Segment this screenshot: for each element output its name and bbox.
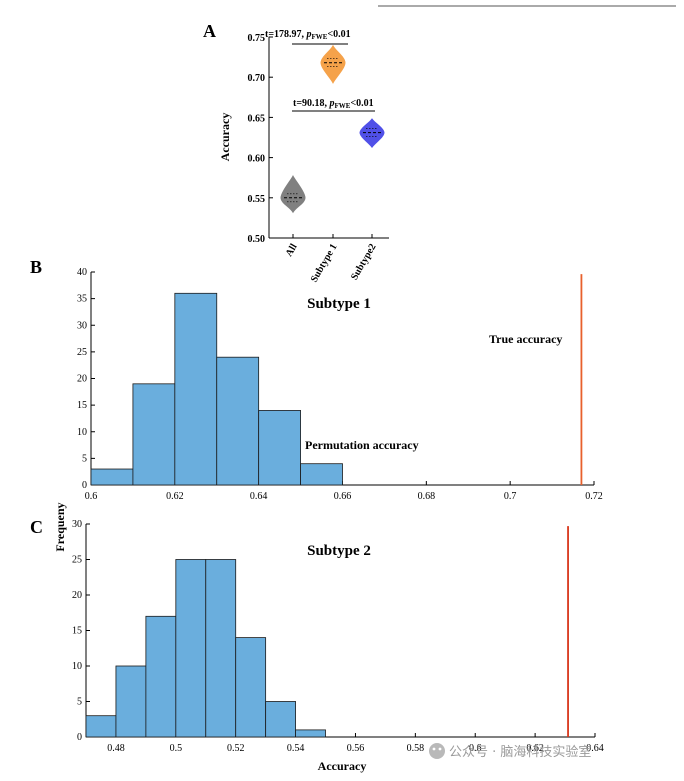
xtick-label: 0.6 [469,743,482,754]
xtick-label: 0.6 [85,491,98,502]
annotation-subtype2-sub: FWE [335,102,351,110]
panel-a-xtick-label: All [284,242,300,259]
ytick-label: 10 [72,661,82,672]
panel-letter-c: C [30,517,43,537]
xtick-label: 0.52 [227,743,245,754]
histogram-bar [258,410,301,486]
annotation-subtype1-sub: FWE [312,33,328,41]
annotation-subtype1-t: t=178.97, [265,29,307,40]
ytick-label: 15 [77,400,87,411]
histogram-bar [174,292,218,486]
histogram-bar [85,715,117,738]
violin-0 [280,175,306,214]
histogram-bar [115,665,147,738]
ytick-label: 35 [77,294,87,305]
annotation-subtype2-t: t=90.18, [293,98,330,109]
histogram-bar [265,701,296,738]
panel-a-violin: Accuracy t=178.97, pFWE<0.01 t=90.18, pF… [218,29,389,284]
histogram-bar [145,615,177,738]
panel-a-xtick-label: Subtype 1 [309,242,340,284]
xtick-label: 0.62 [526,743,544,754]
panel-a-ytick-label: 0.70 [248,73,266,84]
annotation-subtype2: t=90.18, pFWE<0.01 [293,98,374,110]
panel-c-histogram: Subtype 2 Accuracy Frequeny 0 5 10 15 20 25 30… [53,502,604,773]
xtick-label: 0.58 [407,743,425,754]
permutation-accuracy-label: Permutation accuracy [305,438,419,452]
true-accuracy-label: True accuracy [489,332,562,346]
ytick-label: 0 [82,480,87,491]
ytick-label: 25 [72,555,82,566]
histogram-bar [132,383,176,486]
panel-c-ylabel: Frequeny [53,502,67,551]
ytick-label: 25 [77,347,87,358]
ytick-label: 5 [82,453,87,464]
panel-a-ytick-label: 0.75 [248,33,266,44]
panel-a-ylabel: Accuracy [218,113,232,162]
panel-letter-a: A [203,21,216,41]
histogram-bar [90,468,134,486]
wechat-icon-eye-left [432,747,436,751]
xtick-label: 0.7 [504,491,517,502]
wechat-icon-eye-right [438,747,442,751]
xtick-label: 0.72 [585,491,603,502]
ytick-label: 30 [77,320,87,331]
panel-a-ytick-label: 0.60 [248,154,266,165]
ytick-label: 20 [72,590,82,601]
xtick-label: 0.56 [347,743,365,754]
annotation-subtype2-p: p [329,98,335,109]
watermark: 公众号 · 脑海科技实验室 [429,743,591,760]
violin-2 [359,118,385,149]
ytick-label: 15 [72,626,82,637]
xtick-label: 0.48 [107,743,125,754]
wechat-icon [429,743,445,759]
violin-1 [320,44,346,84]
ytick-label: 40 [77,267,87,278]
annotation-subtype1: t=178.97, pFWE<0.01 [265,29,351,41]
histogram-bar [235,637,267,738]
ytick-label: 0 [77,732,82,743]
annotation-subtype2-rest: <0.01 [350,98,373,109]
annotation-subtype1-rest: <0.01 [327,29,350,40]
panel-letter-b: B [30,257,42,277]
panel-a-ytick-label: 0.65 [248,113,266,124]
panel-b-title: Subtype 1 [307,296,371,312]
panel-a-xtick-label: Subtype2 [349,242,379,282]
histogram-bar [175,559,207,738]
ytick-label: 5 [77,697,82,708]
panel-a-ytick-label: 0.50 [248,234,266,245]
xtick-label: 0.5 [170,743,183,754]
ytick-label: 20 [77,374,87,385]
xtick-label: 0.64 [586,743,604,754]
ytick-label: 10 [77,427,87,438]
xtick-label: 0.66 [334,491,352,502]
histogram-bar [300,463,343,486]
xtick-label: 0.68 [418,491,436,502]
xtick-label: 0.54 [287,743,305,754]
xtick-label: 0.62 [166,491,184,502]
histogram-bar [205,559,237,738]
panel-c-xlabel: Accuracy [318,759,367,773]
panel-b-histogram: Subtype 1 True accuracy Permutation accu… [77,267,603,502]
histogram-bar [216,356,260,486]
histogram-bar [295,729,326,738]
panel-c-title: Subtype 2 [307,543,371,559]
panel-a-ytick-label: 0.55 [248,194,266,205]
xtick-label: 0.64 [250,491,268,502]
watermark-text: 公众号 · 脑海科技实验室 [449,744,591,760]
annotation-subtype1-p: p [306,29,312,40]
ytick-label: 30 [72,519,82,530]
